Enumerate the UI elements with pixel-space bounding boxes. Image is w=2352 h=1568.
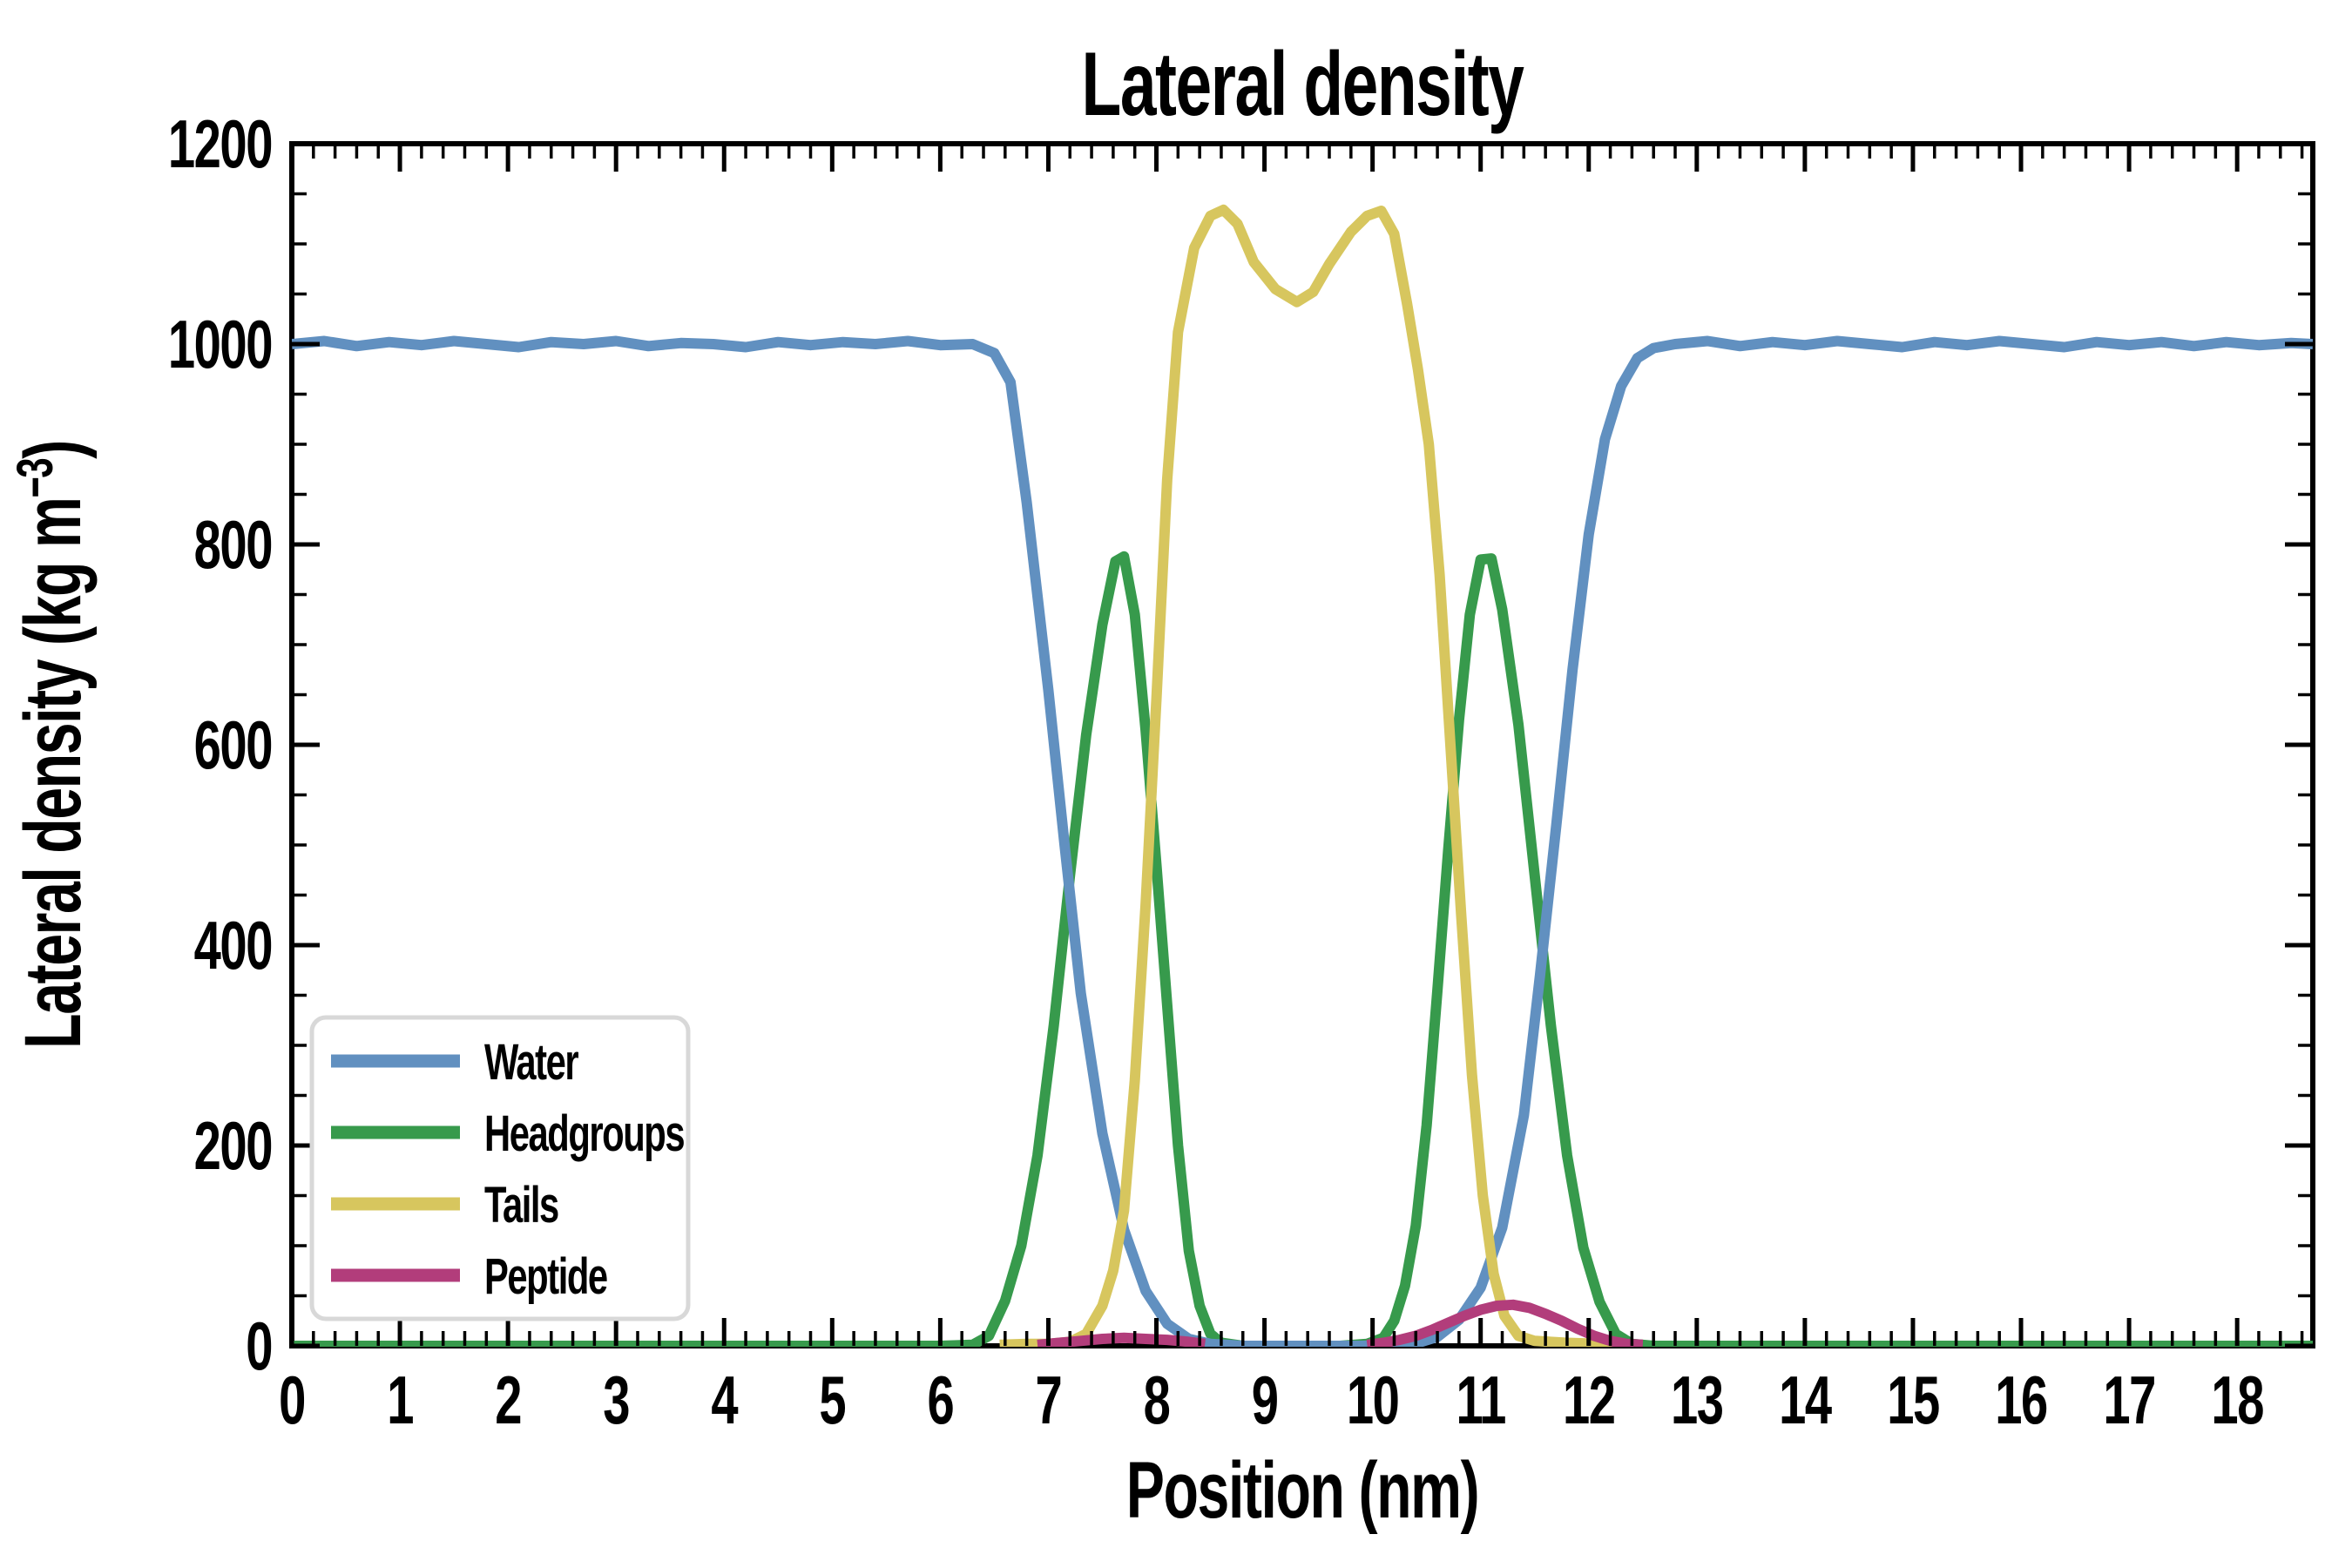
legend-label-tails: Tails: [484, 1176, 558, 1233]
x-tick-label: 5: [819, 1362, 845, 1438]
y-axis-label-sup: −3: [6, 458, 63, 497]
x-tick-label: 0: [279, 1362, 305, 1438]
legend: Water Headgroups Tails Peptide: [309, 1015, 691, 1321]
y-tick-label: 1000: [168, 307, 272, 382]
series-curves: [292, 204, 2313, 1347]
y-tick-label: 800: [194, 507, 272, 583]
legend-label-peptide: Peptide: [484, 1247, 607, 1304]
x-tick-label: 14: [1779, 1362, 1832, 1438]
y-tick-label: 1200: [168, 106, 272, 182]
x-tick-label: 4: [711, 1362, 738, 1438]
y-axis-label-post: ): [7, 441, 97, 459]
x-tick-label: 11: [1456, 1362, 1504, 1438]
chart-title: Lateral density: [1082, 34, 1524, 135]
series-peptide-line: [1366, 1299, 1644, 1347]
y-tick-label: 400: [194, 908, 272, 983]
legend-label-headgroups: Headgroups: [484, 1105, 685, 1161]
axis-tick-labels: 0 1 2 3 4 5 6 7 8 9 10 11 12 13 14 15 16 17 18020040060080…: [168, 106, 2265, 1438]
x-tick-label: 3: [603, 1362, 629, 1438]
series-peptide-line: [1037, 1332, 1206, 1347]
x-tick-label: 18: [2211, 1362, 2263, 1438]
x-tick-label: 9: [1252, 1362, 1278, 1438]
x-tick-label: 13: [1671, 1362, 1723, 1438]
x-tick-label: 6: [928, 1362, 954, 1438]
y-tick-label: 600: [194, 707, 272, 783]
x-tick-label: 16: [1995, 1362, 2047, 1438]
axis-ticks: [289, 141, 2313, 1348]
y-tick-label: 200: [194, 1108, 272, 1184]
x-tick-label: 12: [1563, 1362, 1615, 1438]
x-tick-label: 1: [387, 1362, 413, 1438]
x-tick-label: 10: [1347, 1362, 1399, 1438]
series-tails-line: [999, 204, 1627, 1347]
x-tick-label: 8: [1144, 1362, 1170, 1438]
x-tick-label: 7: [1036, 1362, 1062, 1438]
legend-box: [309, 1015, 691, 1321]
series-water-line: [292, 335, 2313, 1347]
y-axis-label-pre: Lateral density (kg m: [7, 498, 97, 1049]
x-tick-label: 15: [1887, 1362, 1939, 1438]
y-axis-label: Lateral density (kg m−3): [6, 441, 97, 1049]
x-tick-label: 2: [495, 1362, 521, 1438]
x-tick-label: 17: [2103, 1362, 2155, 1438]
legend-label-water: Water: [484, 1033, 578, 1090]
y-tick-label: 0: [246, 1308, 272, 1384]
x-axis-label: Position (nm): [1126, 1444, 1478, 1534]
